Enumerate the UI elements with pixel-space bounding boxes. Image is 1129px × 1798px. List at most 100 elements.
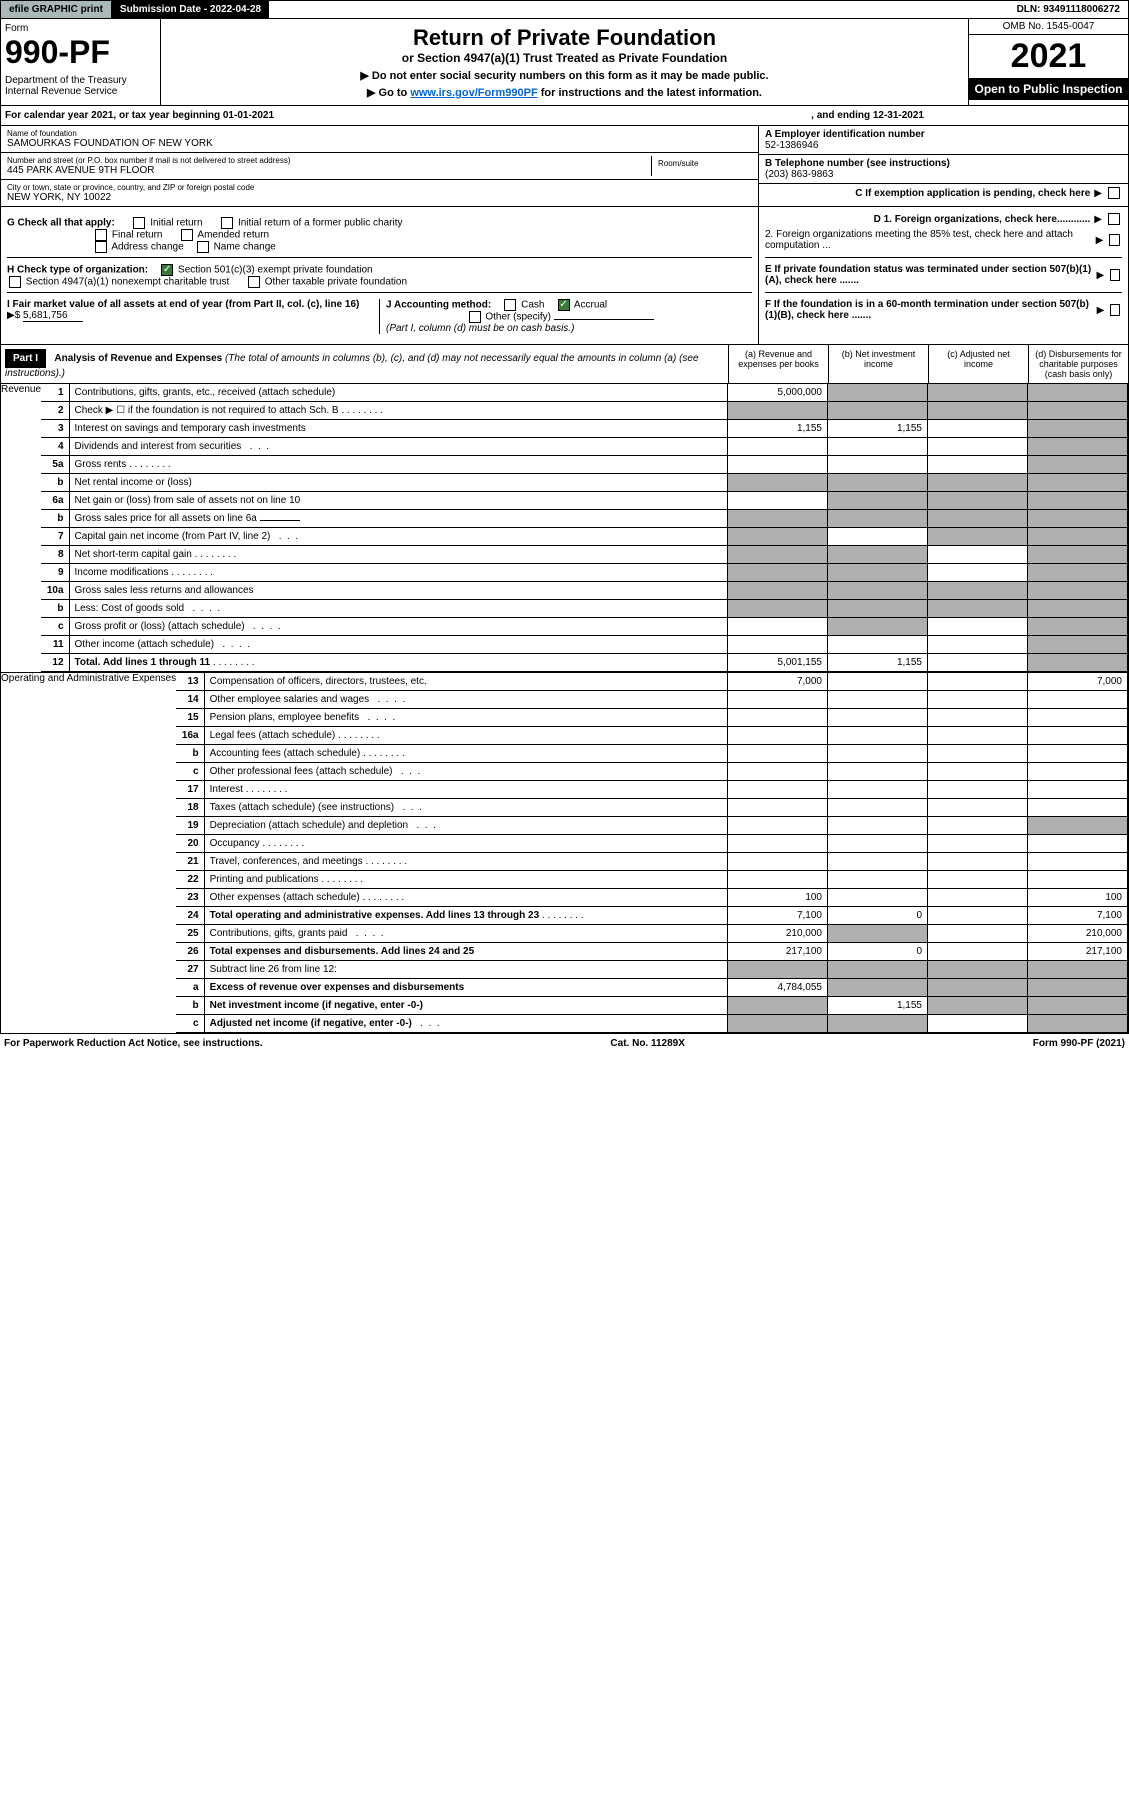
- g2: Initial return of a former public charit…: [238, 218, 403, 229]
- phone-row: B Telephone number (see instructions) (2…: [759, 155, 1128, 184]
- d1-checkbox[interactable]: [1108, 213, 1120, 225]
- form-number: 990-PF: [5, 34, 156, 71]
- arrow-icon: ▶: [7, 310, 15, 321]
- expenses-section: Operating and Administrative Expenses 13…: [0, 673, 1129, 1034]
- 501c3-checkbox[interactable]: [161, 264, 173, 276]
- city-label: City or town, state or province, country…: [7, 183, 752, 192]
- table-row: 11Other income (attach schedule) . . . .: [41, 636, 1127, 654]
- table-row: 5aGross rents: [41, 456, 1127, 474]
- table-row: 3Interest on savings and temporary cash …: [41, 420, 1127, 438]
- dept-treasury: Department of the Treasury Internal Reve…: [5, 75, 156, 97]
- table-row: 9Income modifications: [41, 564, 1127, 582]
- col-b-header: (b) Net investment income: [828, 345, 928, 383]
- expenses-side-label: Operating and Administrative Expenses: [1, 673, 176, 1033]
- j2: Accrual: [574, 300, 607, 311]
- table-row: 14Other employee salaries and wages . . …: [176, 691, 1127, 709]
- entity-info: Name of foundation SAMOURKAS FOUNDATION …: [0, 126, 1129, 207]
- table-row: cOther professional fees (attach schedul…: [176, 763, 1127, 781]
- foundation-name-row: Name of foundation SAMOURKAS FOUNDATION …: [1, 126, 758, 153]
- d1-label: D 1. Foreign organizations, check here..…: [874, 214, 1091, 225]
- calendar-year-row: For calendar year 2021, or tax year begi…: [0, 106, 1129, 126]
- table-row: bGross sales price for all assets on lin…: [41, 510, 1127, 528]
- table-row: 8Net short-term capital gain: [41, 546, 1127, 564]
- page-footer: For Paperwork Reduction Act Notice, see …: [0, 1034, 1129, 1053]
- other-taxable-checkbox[interactable]: [248, 276, 260, 288]
- fmv-value: 5,681,756: [23, 310, 83, 322]
- ij-row: I Fair market value of all assets at end…: [7, 292, 752, 338]
- table-row: 6aNet gain or (loss) from sale of assets…: [41, 492, 1127, 510]
- ein-row: A Employer identification number 52-1386…: [759, 126, 1128, 155]
- cash-checkbox[interactable]: [504, 299, 516, 311]
- address-change-checkbox[interactable]: [95, 241, 107, 253]
- table-row: bNet investment income (if negative, ent…: [176, 997, 1127, 1015]
- phone: (203) 863-9863: [765, 169, 1122, 180]
- room-label: Room/suite: [658, 159, 746, 168]
- part1-header: Part I Analysis of Revenue and Expenses …: [0, 345, 1129, 384]
- table-row: cGross profit or (loss) (attach schedule…: [41, 618, 1127, 636]
- e-label: E If private foundation status was termi…: [765, 264, 1091, 286]
- table-row: 24Total operating and administrative exp…: [176, 907, 1127, 925]
- header-left: Form 990-PF Department of the Treasury I…: [1, 19, 161, 105]
- f-checkbox[interactable]: [1110, 304, 1120, 316]
- part1-title: Analysis of Revenue and Expenses: [54, 353, 222, 364]
- instr-ssn: ▶ Do not enter social security numbers o…: [167, 69, 962, 82]
- arrow-icon: ▶: [1097, 270, 1105, 281]
- revenue-table: 1Contributions, gifts, grants, etc., rec…: [41, 384, 1128, 672]
- arrow-icon: ▶: [1094, 214, 1102, 225]
- table-row: 7Capital gain net income (from Part IV, …: [41, 528, 1127, 546]
- table-row: 2Check ▶ ☐ if the foundation is not requ…: [41, 402, 1127, 420]
- table-row: 23Other expenses (attach schedule) 10010…: [176, 889, 1127, 907]
- h-label: H Check type of organization:: [7, 265, 148, 276]
- j-label: J Accounting method:: [386, 300, 491, 311]
- table-row: 21Travel, conferences, and meetings: [176, 853, 1127, 871]
- g-row: G Check all that apply: Initial return I…: [7, 213, 752, 257]
- table-row: bLess: Cost of goods sold . . . .: [41, 600, 1127, 618]
- 4947-checkbox[interactable]: [9, 276, 21, 288]
- top-bar: efile GRAPHIC print Submission Date - 20…: [0, 0, 1129, 19]
- instr-link-row: ▶ Go to www.irs.gov/Form990PF for instru…: [167, 86, 962, 99]
- table-row: bAccounting fees (attach schedule): [176, 745, 1127, 763]
- efile-print-button[interactable]: efile GRAPHIC print: [1, 1, 112, 18]
- table-row: 17Interest: [176, 781, 1127, 799]
- table-row: 25Contributions, gifts, grants paid . . …: [176, 925, 1127, 943]
- footer-catalog: Cat. No. 11289X: [610, 1038, 684, 1049]
- arrow-icon: ▶: [1096, 235, 1104, 246]
- i-label: I Fair market value of all assets at end…: [7, 299, 359, 310]
- g6: Name change: [214, 242, 276, 253]
- tax-year: 2021: [969, 35, 1128, 78]
- table-row: 13Compensation of officers, directors, t…: [176, 673, 1127, 691]
- d2-label: 2. Foreign organizations meeting the 85%…: [765, 229, 1092, 251]
- j-note: (Part I, column (d) must be on cash basi…: [386, 323, 574, 334]
- revenue-section: Revenue 1Contributions, gifts, grants, e…: [0, 384, 1129, 673]
- amended-return-checkbox[interactable]: [181, 229, 193, 241]
- initial-former-checkbox[interactable]: [221, 217, 233, 229]
- g5: Address change: [111, 242, 183, 253]
- dln-number: DLN: 93491118006272: [1009, 1, 1128, 18]
- table-row: 26Total expenses and disbursements. Add …: [176, 943, 1127, 961]
- e-checkbox[interactable]: [1110, 269, 1120, 281]
- city: NEW YORK, NY 10022: [7, 192, 752, 203]
- h-row: H Check type of organization: Section 50…: [7, 257, 752, 292]
- col-c-header: (c) Adjusted net income: [928, 345, 1028, 383]
- accrual-checkbox[interactable]: [558, 299, 570, 311]
- irs-link[interactable]: www.irs.gov/Form990PF: [410, 87, 537, 99]
- c-label: C If exemption application is pending, c…: [855, 188, 1090, 199]
- address: 445 PARK AVENUE 9TH FLOOR: [7, 165, 651, 176]
- table-row: 12Total. Add lines 1 through 11 5,001,15…: [41, 654, 1127, 672]
- part1-label: Part I: [5, 349, 46, 368]
- omb-number: OMB No. 1545-0047: [969, 19, 1128, 35]
- arrow-icon: ▶: [1094, 188, 1102, 199]
- table-row: 15Pension plans, employee benefits . . .…: [176, 709, 1127, 727]
- exemption-pending-row: C If exemption application is pending, c…: [759, 184, 1128, 202]
- name-change-checkbox[interactable]: [197, 241, 209, 253]
- c-checkbox[interactable]: [1108, 187, 1120, 199]
- final-return-checkbox[interactable]: [95, 229, 107, 241]
- d2-checkbox[interactable]: [1109, 234, 1120, 246]
- other-method-checkbox[interactable]: [469, 311, 481, 323]
- cal-year-end: , and ending 12-31-2021: [811, 110, 924, 121]
- ein: 52-1386946: [765, 140, 1122, 151]
- instr-post: for instructions and the latest informat…: [538, 87, 762, 99]
- g1: Initial return: [150, 218, 202, 229]
- h1: Section 501(c)(3) exempt private foundat…: [178, 265, 373, 276]
- initial-return-checkbox[interactable]: [133, 217, 145, 229]
